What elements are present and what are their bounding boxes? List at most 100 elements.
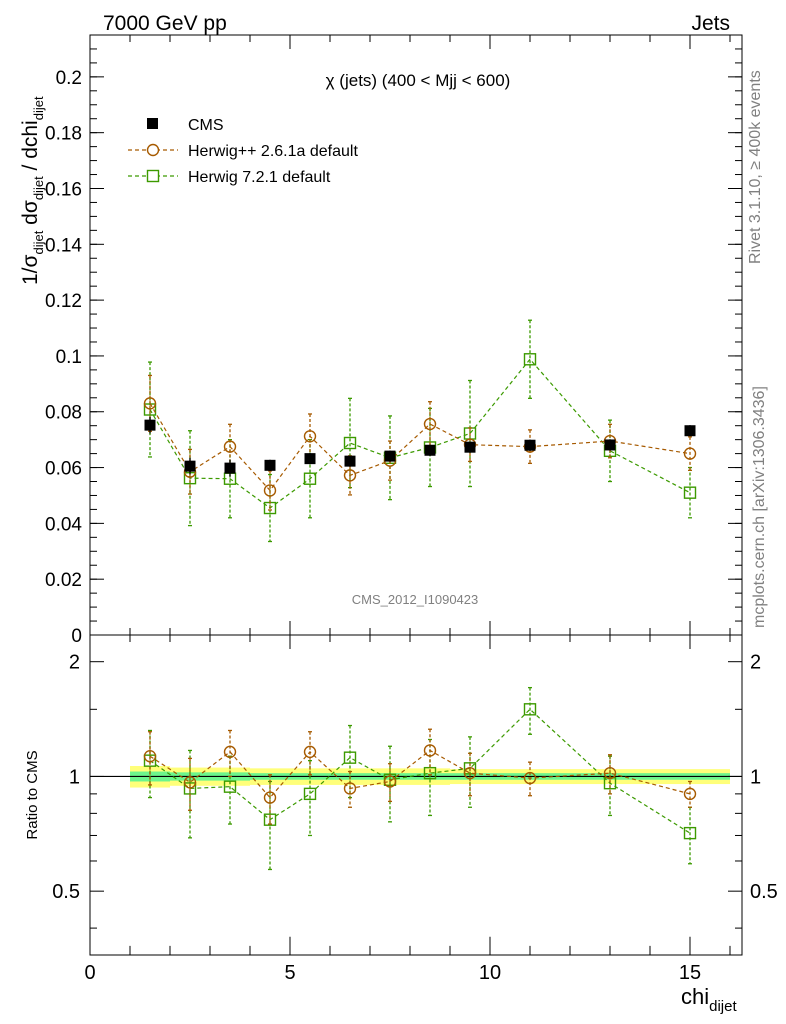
ratio-series-1-point [223,780,237,793]
y-tick-label: 0.16 [45,179,82,200]
main-series-1-point [303,430,317,443]
ratio-series-1-point [423,766,437,780]
ratio-series-0-point [223,745,237,759]
xlabel-main: chi [681,984,709,1009]
ratio-series-0-point [263,791,277,804]
ratio-series-0-point [143,749,157,763]
main-series-0-point [344,455,356,467]
main-series-0-point [384,450,396,462]
ratio-series-0-point [463,766,477,780]
legend-marker-herwigpp [146,143,160,157]
ratio-series-1-point [523,703,537,716]
ylabel-sub2: dijet [31,176,46,200]
legend-marker-herwig7 [146,169,160,183]
ratio-ticks: 0 5 10 15 0.5 0.5 1 1 2 2 [52,635,778,984]
ratio-series-0-point [603,766,617,780]
main-series-2-point [343,436,357,450]
ylabel-part-mid: dσ [19,200,42,231]
ratio-series-0-point [183,776,197,789]
main-series-0-point [684,425,696,437]
main-series-2-line [149,358,691,509]
ratio-series-1-point [303,787,317,801]
ratio-series-1 [143,686,697,871]
ratio-series-0-point [423,744,437,757]
ratio-series-0-point [343,782,357,795]
y-tick-label: 0.12 [45,291,82,312]
ratio-series-0-point [303,745,317,759]
main-panel: 00.020.040.060.080.10.120.140.160.180.2 … [19,34,743,647]
ratio-series [143,686,697,871]
main-series [143,319,697,543]
ratio-y-tick-label-right: 1 [750,766,761,788]
main-series-1-point [263,484,277,497]
ratio-series-0-point [523,771,537,785]
ratio-series-0 [143,728,697,825]
y-tick-label: 0.08 [45,403,82,424]
ylabel-sub1: dijet [31,230,46,254]
ratio-frame [89,634,743,956]
x-axis-title: chidijet [681,984,737,1015]
main-series-2-point [683,486,697,499]
main-title: χ (jets) (400 < Mjj < 600) [326,71,511,90]
main-series-1-line [149,403,691,492]
ratio-y-tick-label-right: 0.5 [750,881,778,903]
y-tick-label: 0.04 [45,514,82,535]
ratio-y-tick-label-right: 2 [750,652,761,674]
ratio-y-tick-label: 0.5 [52,881,80,903]
ratio-series-0-point [683,787,697,801]
main-y-ticks: 0 0.02 0.04 0.06 0.08 0.1 0.12 0.14 0.16 0.18 0.2 [45,34,742,647]
ratio-series-1-point [343,751,357,764]
ratio-series-0-line [149,749,691,799]
y-tick-label: 0 [71,626,82,647]
main-series-0-point [464,441,476,453]
main-series-2-point [523,353,537,366]
y-tick-label: 0.02 [45,570,82,591]
main-series-1-point [423,417,437,431]
y-tick-label: 0.1 [56,347,82,368]
ratio-band [90,766,742,788]
y-tick-label: 0.18 [45,124,82,145]
main-series-2 [143,319,697,543]
header-right: Jets [691,12,730,35]
main-y-axis-title: 1/σdijet dσdijet / dchidijet [19,96,46,285]
header-left: 7000 GeV pp [103,12,227,35]
legend-label-herwig7: Herwig 7.2.1 default [188,169,331,186]
ratio-y-axis-title: Ratio to CMS [24,750,41,839]
rivet-label: Rivet 3.1.10, ≥ 400k events [747,70,764,264]
main-series-0-point [264,459,276,471]
main-series-0-point [224,462,236,474]
ylabel-part-tail: / dchi [19,120,42,176]
main-series-2-point [303,472,317,485]
y-tick-label: 0.06 [45,459,82,480]
x-tick-label: 15 [679,962,701,984]
main-series-0 [144,416,696,477]
ratio-panel: 0 5 10 15 0.5 0.5 1 1 2 2 Ratio to CMS chidijet [24,634,778,1015]
main-series-0-point [304,453,316,465]
ratio-series-1-point [143,754,157,767]
x-tick-label: 10 [479,962,501,984]
main-series-0-point [144,419,156,431]
y-tick-label: 0.2 [56,68,82,89]
legend-label-herwigpp: Herwig++ 2.6.1a default [188,143,358,160]
xlabel-sub: dijet [709,998,737,1015]
ratio-series-1-point [263,813,277,826]
ratio-y-tick-label: 2 [69,652,80,674]
main-series-1-point [343,469,357,482]
legend-marker-cms [147,118,158,129]
y-tick-label: 0.14 [45,235,82,256]
legend: CMS Herwig++ 2.6.1a default Herwig 7.2.1… [128,117,358,186]
main-series-1-point [683,447,697,460]
main-series-1-point [223,440,237,453]
main-series-0-point [524,439,536,451]
ratio-series-0-point [383,775,397,788]
watermark: CMS_2012_I1090423 [352,592,479,607]
ylabel-sub3: dijet [31,96,46,120]
main-series-1-point [143,397,157,410]
x-tick-label: 5 [284,962,295,984]
ylabel-part-main: 1/σ [19,254,42,285]
mcplots-label: mcplots.cern.ch [arXiv:1306.3436] [751,386,768,628]
main-series-0-point [424,444,436,456]
x-tick-label: 0 [84,962,95,984]
legend-label-cms: CMS [188,117,224,134]
